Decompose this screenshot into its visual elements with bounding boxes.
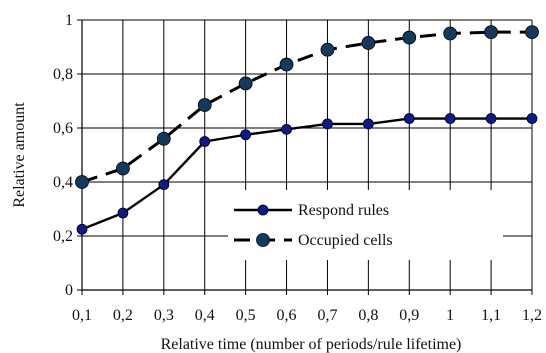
series-1-point-0 [75,175,89,189]
x-tick-label-2: 0,3 [154,307,174,324]
legend-background [228,190,503,260]
series-line-1 [81,30,532,184]
series-1-point-11 [525,25,539,40]
series-1-point-6 [320,42,335,57]
x-tick-label-5: 0,6 [277,307,297,324]
legend-label-respond-rules: Respond rules [298,202,389,219]
x-axis-label: Relative time (number of periods/rule li… [161,336,462,353]
series-1-point-7 [361,36,376,50]
legend-label-occupied-cells: Occupied cells [298,232,393,249]
series-1-point-10 [484,25,498,40]
x-tick-label-1: 0,2 [113,307,133,324]
series-0-point-5 [281,123,292,135]
y-tick-label-1: 0,2 [53,228,73,245]
series-0-point-6 [322,118,333,130]
y-axis-label: Relative amount [11,102,28,208]
series-0-point-0 [76,223,88,235]
y-tick-label-5: 1 [65,12,73,29]
x-tick-label-11: 1,2 [522,307,542,324]
x-tick-label-8: 0,9 [399,307,419,324]
series-0-point-8 [403,113,415,124]
series-1-point-1 [116,161,130,176]
series-0-point-7 [362,118,374,130]
series-1-point-2 [156,131,171,146]
x-tick-label-4: 0,5 [236,307,256,324]
series-1-point-3 [197,98,212,112]
legend-marker-respond-rules [257,204,269,216]
y-tick-label-4: 0,8 [53,66,73,83]
legend-marker-occupied-cells [256,233,270,247]
y-tick-label-3: 0,6 [53,120,73,137]
series-0-point-1 [117,207,129,219]
series-1-point-5 [279,57,294,72]
x-tick-label-0: 0,1 [72,307,92,324]
series-1-point-4 [238,76,253,91]
legend: Respond rules Occupied cells [228,190,503,260]
series-0-point-9 [444,113,456,124]
x-tick-label-10: 1,1 [481,307,501,324]
series-line-0 [81,117,532,231]
series-1-point-9 [443,26,458,41]
series-0-point-11 [526,113,538,124]
series-1-point-8 [402,30,417,45]
series-0-point-3 [199,136,211,147]
x-tick-label-3: 0,4 [195,307,215,324]
series-markers [75,25,539,235]
x-tick-label-9: 1 [446,307,454,324]
x-tick-label-7: 0,8 [358,307,378,324]
axes: 0 0,2 0,4 0,6 0,8 1 0,1 0,2 0,3 0,4 0,5 0,6 0,7 0,8 0,… [53,12,542,324]
y-tick-label-0: 0 [65,282,73,299]
y-tick-label-2: 0,4 [53,174,73,191]
series-0-point-10 [485,113,497,124]
series-0-point-4 [240,129,252,141]
x-tick-label-6: 0,7 [317,307,337,324]
series-0-point-2 [158,179,170,191]
